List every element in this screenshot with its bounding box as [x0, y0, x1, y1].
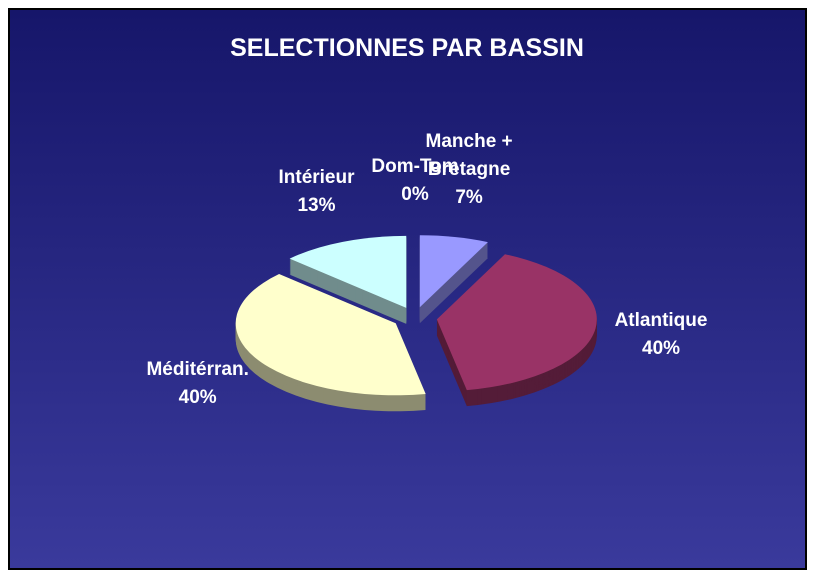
pie-slice — [235, 274, 426, 396]
slice-value-label: 7% — [455, 187, 483, 209]
slice-value-label: 40% — [642, 338, 681, 360]
pie-slice — [419, 235, 488, 308]
slice-value-label: 40% — [178, 386, 217, 408]
pie-slice — [436, 254, 597, 391]
slice-label: Dom-Tom — [371, 156, 459, 178]
slice-value-label: 0% — [401, 184, 429, 206]
slice-label: Méditérran. — [146, 358, 249, 380]
chart-title: SELECTIONNES PAR BASSIN — [230, 34, 584, 62]
slice-label: Intérieur — [278, 167, 355, 189]
pie-slice — [289, 235, 407, 308]
slice-label: Atlantique — [614, 310, 708, 332]
chart-background — [8, 8, 807, 570]
slice-value-label: 13% — [297, 195, 336, 217]
slice-label: Manche + Bretagne — [425, 131, 513, 181]
